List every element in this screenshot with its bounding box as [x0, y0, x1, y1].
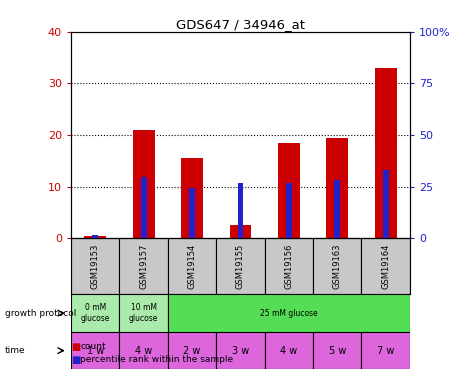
Bar: [361, 332, 410, 369]
Bar: [168, 332, 216, 369]
Bar: [334, 180, 340, 238]
Text: 0 mM
glucose: 0 mM glucose: [81, 303, 110, 323]
Text: GSM19157: GSM19157: [139, 244, 148, 289]
Bar: [133, 130, 154, 238]
Bar: [361, 238, 410, 294]
Bar: [278, 143, 300, 238]
Bar: [216, 332, 265, 369]
Text: GSM19153: GSM19153: [91, 244, 100, 289]
Bar: [265, 238, 313, 294]
Text: 4 w: 4 w: [280, 346, 298, 355]
Text: 25 mM glucose: 25 mM glucose: [260, 309, 318, 318]
Bar: [229, 225, 251, 238]
Bar: [120, 332, 168, 369]
Bar: [327, 138, 348, 238]
Bar: [120, 294, 168, 332]
Bar: [71, 294, 120, 332]
Bar: [120, 238, 168, 294]
Text: GSM19155: GSM19155: [236, 244, 245, 289]
Bar: [141, 177, 147, 238]
Bar: [265, 332, 313, 369]
Bar: [168, 294, 410, 332]
Bar: [313, 332, 361, 369]
Bar: [168, 238, 216, 294]
Bar: [313, 238, 361, 294]
Text: 10 mM
glucose: 10 mM glucose: [129, 303, 158, 323]
Bar: [216, 238, 265, 294]
Text: GSM19163: GSM19163: [333, 243, 342, 289]
Text: 7 w: 7 w: [377, 346, 394, 355]
Text: 5 w: 5 w: [328, 346, 346, 355]
Text: ■: ■: [71, 355, 80, 365]
Bar: [71, 332, 120, 369]
Text: growth protocol: growth protocol: [5, 309, 76, 318]
Bar: [71, 238, 120, 294]
Bar: [189, 188, 195, 238]
Text: percentile rank within the sample: percentile rank within the sample: [80, 356, 233, 364]
Bar: [93, 235, 98, 238]
Text: count: count: [80, 342, 106, 351]
Text: GSM19154: GSM19154: [187, 244, 196, 289]
Text: 1 w: 1 w: [87, 346, 104, 355]
Text: GSM19156: GSM19156: [284, 244, 294, 289]
Bar: [286, 183, 292, 238]
Bar: [238, 183, 243, 238]
Text: ■: ■: [71, 342, 80, 352]
Text: 2 w: 2 w: [183, 346, 201, 355]
Bar: [375, 68, 397, 238]
Bar: [383, 170, 388, 238]
Bar: [181, 158, 203, 238]
Text: time: time: [5, 346, 25, 355]
Text: GSM19164: GSM19164: [381, 244, 390, 289]
Title: GDS647 / 34946_at: GDS647 / 34946_at: [176, 18, 305, 31]
Text: 3 w: 3 w: [232, 346, 249, 355]
Text: 4 w: 4 w: [135, 346, 152, 355]
Bar: [84, 236, 106, 238]
